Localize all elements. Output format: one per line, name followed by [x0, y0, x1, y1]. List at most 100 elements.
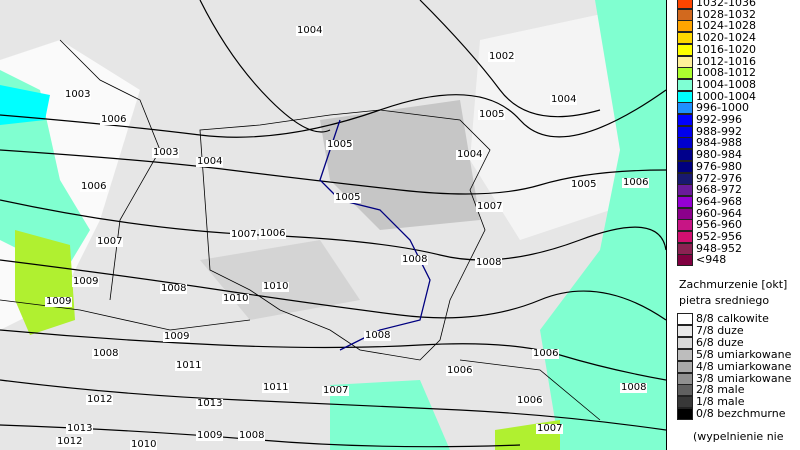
- pressure-area-1008-1012: [15, 230, 75, 335]
- legend-label: 4/8 umiarkowane: [696, 359, 792, 373]
- legend-item: <948: [677, 254, 726, 267]
- isobar-label: 1008: [620, 382, 648, 393]
- legend-item: 1008-1012: [677, 67, 756, 80]
- legend-swatch: [677, 90, 693, 103]
- isobar-label: 1010: [262, 281, 290, 292]
- legend-label: 1020-1024: [696, 31, 756, 45]
- legend-swatch: [677, 0, 693, 9]
- legend-label: 996-1000: [696, 101, 749, 115]
- legend-swatch: [677, 242, 693, 255]
- cloud-legend-note: (wypelnienie nie: [693, 430, 784, 443]
- legend-label: 8/8 calkowite: [696, 312, 769, 325]
- legend-swatch: [677, 55, 693, 68]
- legend-label: 956-960: [696, 218, 742, 232]
- legend-swatch: [677, 336, 693, 349]
- isobar-label: 1012: [86, 394, 114, 405]
- legend-swatch: [677, 219, 693, 232]
- legend-swatch: [677, 160, 693, 173]
- pressure-area-1004-1008: [540, 0, 666, 450]
- legend-swatch: [677, 149, 693, 162]
- isobar-label: 1008: [401, 254, 429, 265]
- isobar-label: 1013: [66, 423, 94, 434]
- isobar-label: 1005: [570, 179, 598, 190]
- legend-label: 984-988: [696, 136, 742, 150]
- isobar-label: 1003: [152, 147, 180, 158]
- legend-swatch: [677, 408, 693, 421]
- legend-item: 1024-1028: [677, 20, 756, 33]
- isobar-label: 1008: [92, 348, 120, 359]
- legend-swatch: [677, 184, 693, 197]
- isobar-label: 1009: [45, 296, 73, 307]
- legend-label: 976-980: [696, 159, 742, 173]
- isobar-label: 1004: [550, 94, 578, 105]
- legend-item: 6/8 duze: [677, 335, 744, 349]
- isobar-label: 1002: [488, 51, 516, 62]
- legend-label: 960-964: [696, 206, 742, 220]
- legend-label: 992-996: [696, 113, 742, 126]
- legend: 1032-1036 1028-1032 1024-1028 1020-1024 1016…: [666, 0, 800, 450]
- legend-label: 968-972: [696, 183, 742, 197]
- isobar-label: 1006: [100, 114, 128, 125]
- map-graphics: [0, 0, 666, 450]
- legend-item: 948-952: [677, 242, 742, 255]
- legend-item: 5/8 umiarkowane: [677, 348, 791, 361]
- isobar-label: 1006: [516, 395, 544, 406]
- legend-swatch: [677, 313, 693, 325]
- legend-label: 952-956: [696, 230, 742, 243]
- legend-item: 1012-1016: [677, 55, 756, 68]
- legend-item: 952-956: [677, 231, 742, 243]
- legend-swatch: [677, 8, 693, 21]
- legend-item: 4/8 umiarkowane: [677, 359, 792, 373]
- legend-item: 956-960: [677, 218, 742, 232]
- legend-item: 968-972: [677, 183, 742, 197]
- isobar-label: 1004: [456, 149, 484, 160]
- legend-label: 6/8 duze: [696, 335, 744, 349]
- cloud-patch: [200, 240, 360, 320]
- legend-item: 0/8 bezchmurne: [677, 407, 786, 421]
- legend-swatch: [677, 78, 693, 91]
- isobar-label: 1009: [72, 276, 100, 287]
- isobar-label: 1007: [230, 229, 258, 240]
- legend-swatch: [677, 102, 693, 115]
- legend-item: 980-984: [677, 148, 742, 162]
- legend-swatch: [677, 125, 693, 138]
- isobar-label: 1006: [622, 177, 650, 188]
- legend-swatch: [677, 384, 693, 397]
- legend-item: 1028-1032: [677, 7, 756, 21]
- legend-label: 980-984: [696, 148, 742, 162]
- legend-item: 972-976: [677, 172, 742, 185]
- isobar-label: 1013: [196, 398, 224, 409]
- legend-label: 0/8 bezchmurne: [696, 407, 786, 421]
- isobar-label: 1009: [163, 331, 191, 342]
- legend-swatch: [677, 324, 693, 337]
- legend-swatch: [677, 172, 693, 185]
- legend-swatch: [677, 360, 693, 373]
- isobar-label: 1008: [160, 283, 188, 294]
- isobar-label: 1012: [56, 436, 84, 447]
- legend-label: 1032-1036: [696, 0, 756, 9]
- legend-swatch: [677, 195, 693, 208]
- isobar-label: 1003: [64, 89, 92, 100]
- isobar-label: 1008: [475, 257, 503, 268]
- legend-item: 996-1000: [677, 101, 749, 115]
- legend-item: 988-992: [677, 124, 742, 138]
- legend-label: 3/8 umiarkowane: [696, 371, 792, 385]
- legend-swatch: [677, 254, 693, 267]
- weather-map: 1004 1002 1003 1004 1005 1006 1005 1004 1003 1004…: [0, 0, 666, 450]
- legend-label: 1028-1032: [696, 7, 756, 21]
- isobar-label: 1010: [222, 293, 250, 304]
- isobar-label: 1006: [80, 181, 108, 192]
- legend-item: 8/8 calkowite: [677, 313, 769, 325]
- legend-label: 988-992: [696, 124, 742, 138]
- isobar-label: 1008: [364, 330, 392, 341]
- cloud-legend-subtitle: pietra sredniego: [679, 294, 770, 307]
- isobar-label: 1006: [532, 348, 560, 359]
- legend-item: 964-968: [677, 195, 742, 208]
- legend-item: 1004-1008: [677, 77, 756, 91]
- legend-item: 976-980: [677, 159, 742, 173]
- borders: [0, 39, 601, 421]
- legend-item: 1020-1024: [677, 31, 756, 45]
- legend-label: 1004-1008: [696, 77, 756, 91]
- legend-swatch: [677, 207, 693, 220]
- legend-item: 1000-1004: [677, 90, 756, 103]
